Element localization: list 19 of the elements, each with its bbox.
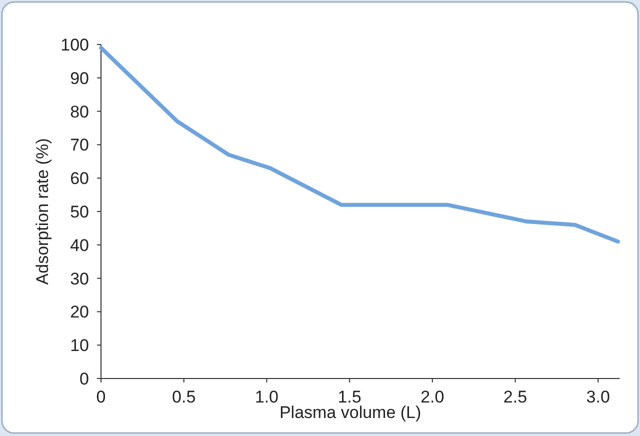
- x-tick-label: 3.0: [586, 387, 610, 406]
- x-tick-label: 2.5: [503, 387, 528, 406]
- x-tick-label: 0.5: [172, 387, 196, 406]
- y-tick-label: 10: [70, 336, 89, 356]
- x-tick-label: 0: [96, 387, 106, 406]
- y-tick-label: 40: [70, 236, 89, 255]
- x-tick-label: 2.0: [420, 387, 444, 406]
- y-tick-label: 50: [70, 202, 89, 222]
- y-tick-label: 100: [60, 35, 89, 54]
- y-axis-title: Adsorption rate (%): [33, 138, 52, 285]
- line-series: [99, 46, 620, 244]
- y-tick-label: 0: [80, 369, 89, 388]
- y-tick-label: 70: [70, 136, 89, 155]
- y-tick-label: 20: [70, 302, 89, 322]
- y-tick-label: 30: [70, 269, 89, 288]
- x-tick-label: 1.0: [254, 387, 279, 406]
- y-tick-label: 60: [70, 169, 89, 188]
- y-tick-label: 80: [70, 102, 89, 122]
- y-tick-label: 90: [70, 68, 89, 88]
